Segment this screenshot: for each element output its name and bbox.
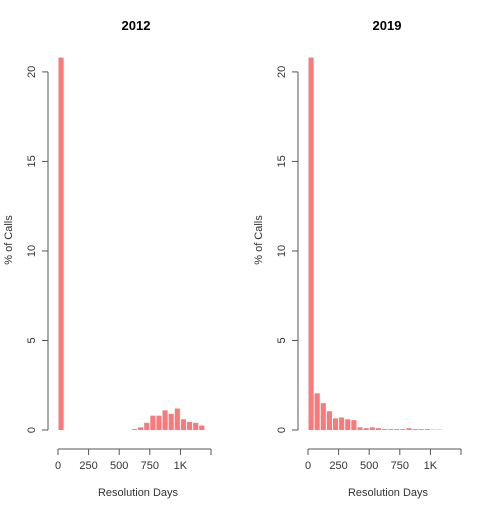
- y-tick-label-2012-1: 5: [26, 337, 38, 343]
- y-tick-label-2012-2: 10: [26, 245, 38, 257]
- histogram-bar-2012-14: [144, 422, 150, 430]
- y-axis-label-2019: % of Calls: [253, 215, 265, 265]
- histogram-bar-2019-19: [424, 429, 430, 430]
- histogram-bar-2012-18: [168, 413, 174, 430]
- x-tick-label-2019-3: 750: [391, 460, 409, 472]
- histogram-bar-2019-15: [400, 429, 406, 430]
- histogram-bar-2012-13: [138, 427, 144, 430]
- chart-title-2012: 2012: [122, 18, 151, 33]
- x-tick-label-2012-3: 750: [141, 460, 159, 472]
- histogram-bar-2019-11: [375, 428, 381, 430]
- x-tick-label-2019-2: 500: [360, 460, 378, 472]
- histogram-bar-2012-20: [180, 419, 187, 430]
- histogram-bar-2019-12: [381, 429, 388, 430]
- x-tick-label-2019-1: 250: [329, 460, 347, 472]
- y-tick-label-2019-1: 5: [276, 337, 288, 343]
- histogram-bar-2019-8: [357, 427, 363, 430]
- histogram-bar-2012-21: [187, 421, 193, 430]
- histogram-bar-2012-12: [131, 429, 138, 430]
- histogram-bar-2012-23: [199, 425, 205, 430]
- chart-title-2019: 2019: [373, 18, 402, 33]
- x-tick-label-2019-4: 1K: [424, 460, 438, 472]
- x-tick-label-2012-2: 500: [110, 460, 128, 472]
- y-tick-label-2012-0: 0: [26, 427, 38, 433]
- histogram-bar-2019-6: [345, 419, 351, 430]
- histogram-bar-2012-15: [150, 415, 156, 430]
- histogram-bar-2019-18: [418, 429, 424, 430]
- y-tick-label-2019-2: 10: [276, 245, 288, 257]
- chart-panel-2019: 2019 0 5 10 15 20 0 250 500 750 1K % of Calls Resolu…: [253, 18, 462, 499]
- histogram-bar-2019-9: [363, 428, 369, 430]
- x-tick-label-2012-0: 0: [55, 460, 61, 472]
- histogram-bar-2012-19: [174, 408, 180, 430]
- histogram-bar-2012-16: [156, 415, 162, 430]
- histogram-bar-2012-22: [193, 422, 199, 430]
- histogram-bar-2019-1: [314, 393, 320, 430]
- histogram-bar-2019-13: [388, 429, 394, 430]
- y-tick-label-2019-0: 0: [276, 427, 288, 433]
- histogram-bar-2019-2: [320, 403, 326, 430]
- histogram-bar-2019-0: [308, 57, 314, 430]
- chart-panel-2012: 2012 0 5 10 15 20 0 250 500 750 1K % of Calls Resolu…: [3, 18, 212, 499]
- histogram-bar-2019-17: [412, 429, 418, 430]
- y-axis-label-2012: % of Calls: [3, 215, 15, 265]
- x-tick-label-2012-1: 250: [79, 460, 97, 472]
- histogram-bar-2019-4: [332, 418, 339, 430]
- x-axis-label-2019: Resolution Days: [348, 487, 429, 499]
- x-tick-label-2019-0: 0: [305, 460, 311, 472]
- histogram-bar-2019-16: [406, 428, 412, 430]
- histogram-bar-2019-10: [369, 427, 375, 430]
- y-tick-label-2012-4: 20: [26, 66, 38, 78]
- histogram-bar-2019-3: [326, 411, 332, 430]
- histogram-bar-2012-0: [58, 57, 64, 430]
- x-axis-label-2012: Resolution Days: [98, 487, 179, 499]
- histogram-bar-2012-17: [162, 410, 168, 430]
- x-tick-label-2012-4: 1K: [174, 460, 188, 472]
- histogram-bar-2019-14: [394, 429, 400, 430]
- histogram-bar-2019-5: [339, 417, 345, 430]
- y-tick-label-2012-3: 15: [26, 155, 38, 167]
- histogram-bar-2019-7: [351, 420, 357, 430]
- y-tick-label-2019-3: 15: [276, 155, 288, 167]
- y-tick-label-2019-4: 20: [276, 66, 288, 78]
